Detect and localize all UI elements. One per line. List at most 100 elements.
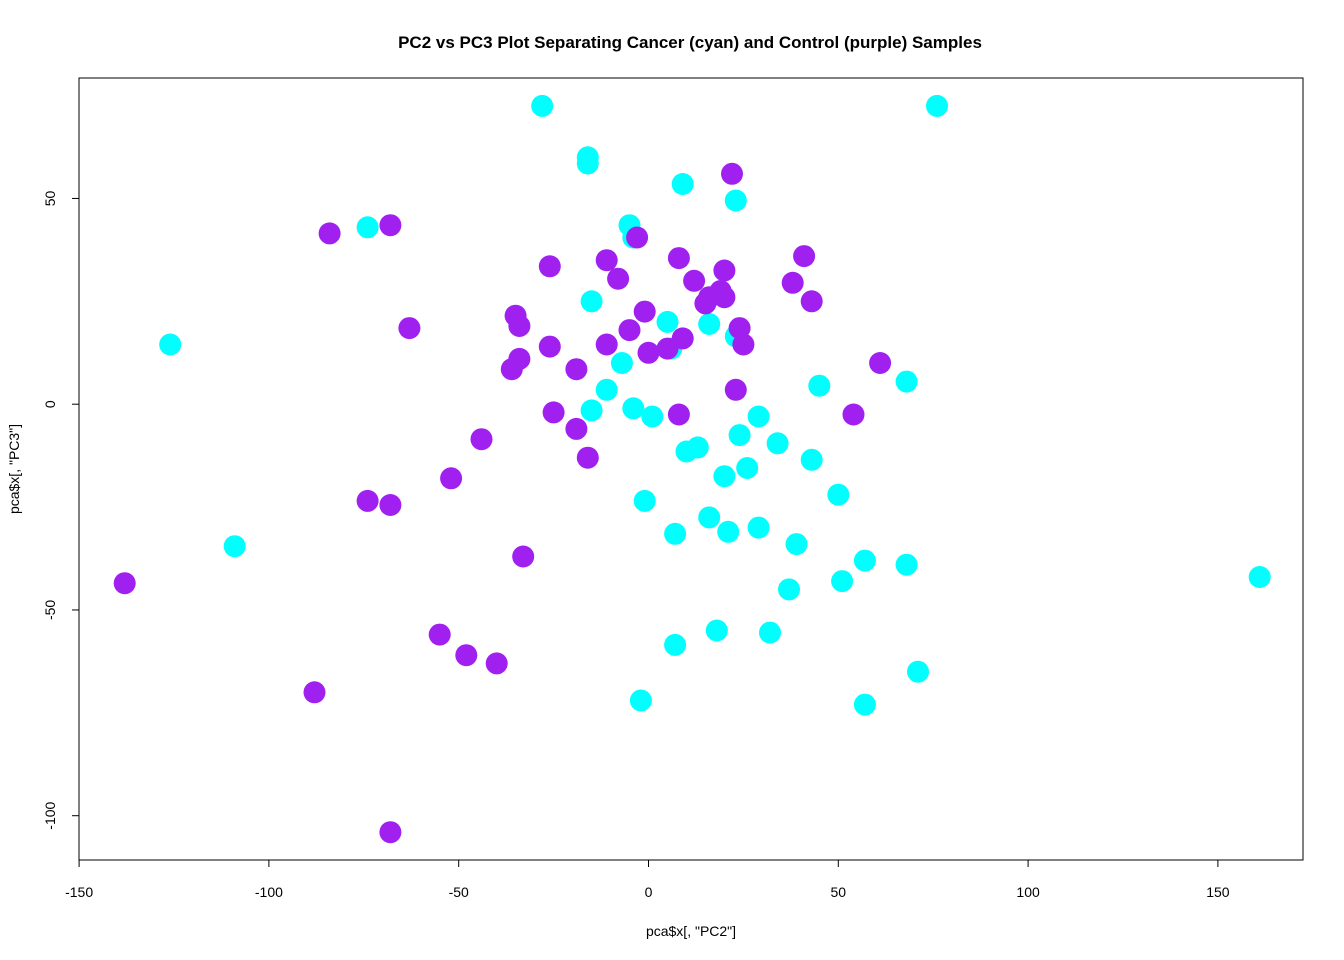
data-point-series2-41 xyxy=(440,467,463,490)
data-point-series1-1 xyxy=(531,94,554,117)
data-point-series2-50 xyxy=(379,821,402,844)
data-point-series2-22 xyxy=(618,319,641,342)
data-points xyxy=(113,94,1271,844)
data-point-series1-39 xyxy=(853,549,876,572)
data-point-series1-38 xyxy=(785,533,808,556)
data-point-series2-39 xyxy=(470,428,493,451)
data-point-series1-22 xyxy=(641,405,664,428)
data-point-series2-12 xyxy=(781,271,804,294)
data-point-series1-34 xyxy=(747,516,770,539)
data-point-series2-32 xyxy=(500,358,523,381)
data-point-series1-48 xyxy=(629,689,652,712)
data-point-series1-2 xyxy=(926,94,948,117)
x-axis-label: pca$x[, "PC2"] xyxy=(646,923,736,939)
data-point-series2-4 xyxy=(626,226,649,249)
data-point-series1-18 xyxy=(808,374,831,397)
data-point-series1-17 xyxy=(595,378,618,401)
data-point-series1-24 xyxy=(728,424,751,447)
data-point-series2-44 xyxy=(512,545,535,568)
x-tick-label-4: 0 xyxy=(645,884,653,900)
x-tick-label-7: 150 xyxy=(1206,884,1230,900)
data-point-series1-45 xyxy=(759,621,781,644)
data-point-series2-45 xyxy=(113,572,136,595)
data-point-series2-28 xyxy=(656,337,679,360)
data-point-series2-46 xyxy=(428,623,451,646)
data-point-series1-20 xyxy=(580,399,603,422)
data-point-series1-12 xyxy=(698,313,721,335)
data-point-series1-41 xyxy=(831,570,854,593)
data-point-series2-5 xyxy=(793,245,816,268)
y-tick-label-1: -100 xyxy=(42,801,58,829)
data-point-series2-38 xyxy=(565,417,588,440)
data-point-series2-6 xyxy=(595,249,618,272)
y-tick-label-3: 0 xyxy=(42,400,58,408)
data-point-series1-10 xyxy=(580,290,603,313)
data-point-series1-49 xyxy=(853,693,876,716)
data-point-series1-37 xyxy=(223,535,246,558)
x-tick-label-1: -150 xyxy=(65,884,93,900)
y-axis: -100 -50 0 50 xyxy=(42,190,80,830)
data-point-series2-7 xyxy=(667,247,690,270)
data-point-series2-29 xyxy=(637,341,660,364)
data-point-series2-2 xyxy=(379,214,402,237)
data-point-series1-6 xyxy=(724,189,747,212)
data-point-series2-37 xyxy=(842,403,865,426)
data-point-series2-3 xyxy=(318,222,341,245)
data-point-series1-25 xyxy=(766,432,789,455)
data-point-series1-32 xyxy=(633,489,656,512)
data-point-series2-31 xyxy=(869,352,892,374)
data-point-series1-46 xyxy=(664,633,687,656)
data-point-series2-18 xyxy=(633,300,656,323)
data-point-series2-21 xyxy=(398,317,421,340)
data-point-series2-10 xyxy=(607,267,630,290)
data-point-series1-16 xyxy=(159,333,182,356)
data-point-series2-40 xyxy=(576,446,599,469)
data-point-series2-16 xyxy=(713,286,736,309)
x-tick-label-3: -50 xyxy=(449,884,469,900)
data-point-series1-5 xyxy=(671,173,694,195)
y-tick-label-4: 50 xyxy=(42,190,58,206)
x-tick-label-5: 50 xyxy=(831,884,847,900)
data-point-series1-31 xyxy=(827,483,850,506)
data-point-series2-8 xyxy=(538,255,561,278)
data-point-series2-27 xyxy=(732,333,755,356)
data-point-series1-36 xyxy=(664,522,687,545)
data-point-series1-15 xyxy=(610,352,633,374)
data-point-series1-23 xyxy=(747,405,770,428)
data-point-series2-26 xyxy=(595,333,618,356)
data-point-series2-17 xyxy=(800,290,823,313)
data-point-series2-42 xyxy=(356,489,379,512)
data-point-series1-4 xyxy=(576,152,599,175)
data-point-series1-7 xyxy=(356,216,379,239)
data-point-series1-42 xyxy=(1248,566,1271,588)
data-point-series2-47 xyxy=(455,644,478,667)
y-axis-label: pca$x[, "PC3"] xyxy=(6,424,22,514)
x-tick-label-6: 100 xyxy=(1016,884,1040,900)
data-point-series2-48 xyxy=(485,652,508,675)
data-point-series1-28 xyxy=(800,448,823,471)
data-point-series2-33 xyxy=(565,358,588,381)
data-point-series2-23 xyxy=(728,317,751,340)
data-point-series1-44 xyxy=(705,619,728,642)
data-point-series2-11 xyxy=(683,269,706,292)
data-point-series1-35 xyxy=(717,520,740,543)
data-point-series1-19 xyxy=(895,370,918,393)
x-tick-label-2: -100 xyxy=(255,884,283,900)
data-point-series1-43 xyxy=(778,578,800,601)
data-point-series1-30 xyxy=(713,465,736,488)
data-point-series1-29 xyxy=(736,457,759,479)
x-axis: -150 -100 -50 0 50 100 150 xyxy=(65,859,1230,900)
y-tick-label-2: -50 xyxy=(42,600,58,620)
data-point-series2-35 xyxy=(667,403,690,426)
data-point-series2-1 xyxy=(721,162,743,185)
data-point-series2-15 xyxy=(698,286,721,309)
data-point-series2-49 xyxy=(303,681,326,704)
data-point-series2-25 xyxy=(538,335,561,358)
data-point-series1-40 xyxy=(895,553,918,576)
data-point-series2-34 xyxy=(724,378,747,401)
data-point-series1-11 xyxy=(656,310,679,333)
data-point-series2-36 xyxy=(542,401,565,424)
data-point-series2-43 xyxy=(379,494,402,516)
data-point-series2-9 xyxy=(713,259,736,282)
